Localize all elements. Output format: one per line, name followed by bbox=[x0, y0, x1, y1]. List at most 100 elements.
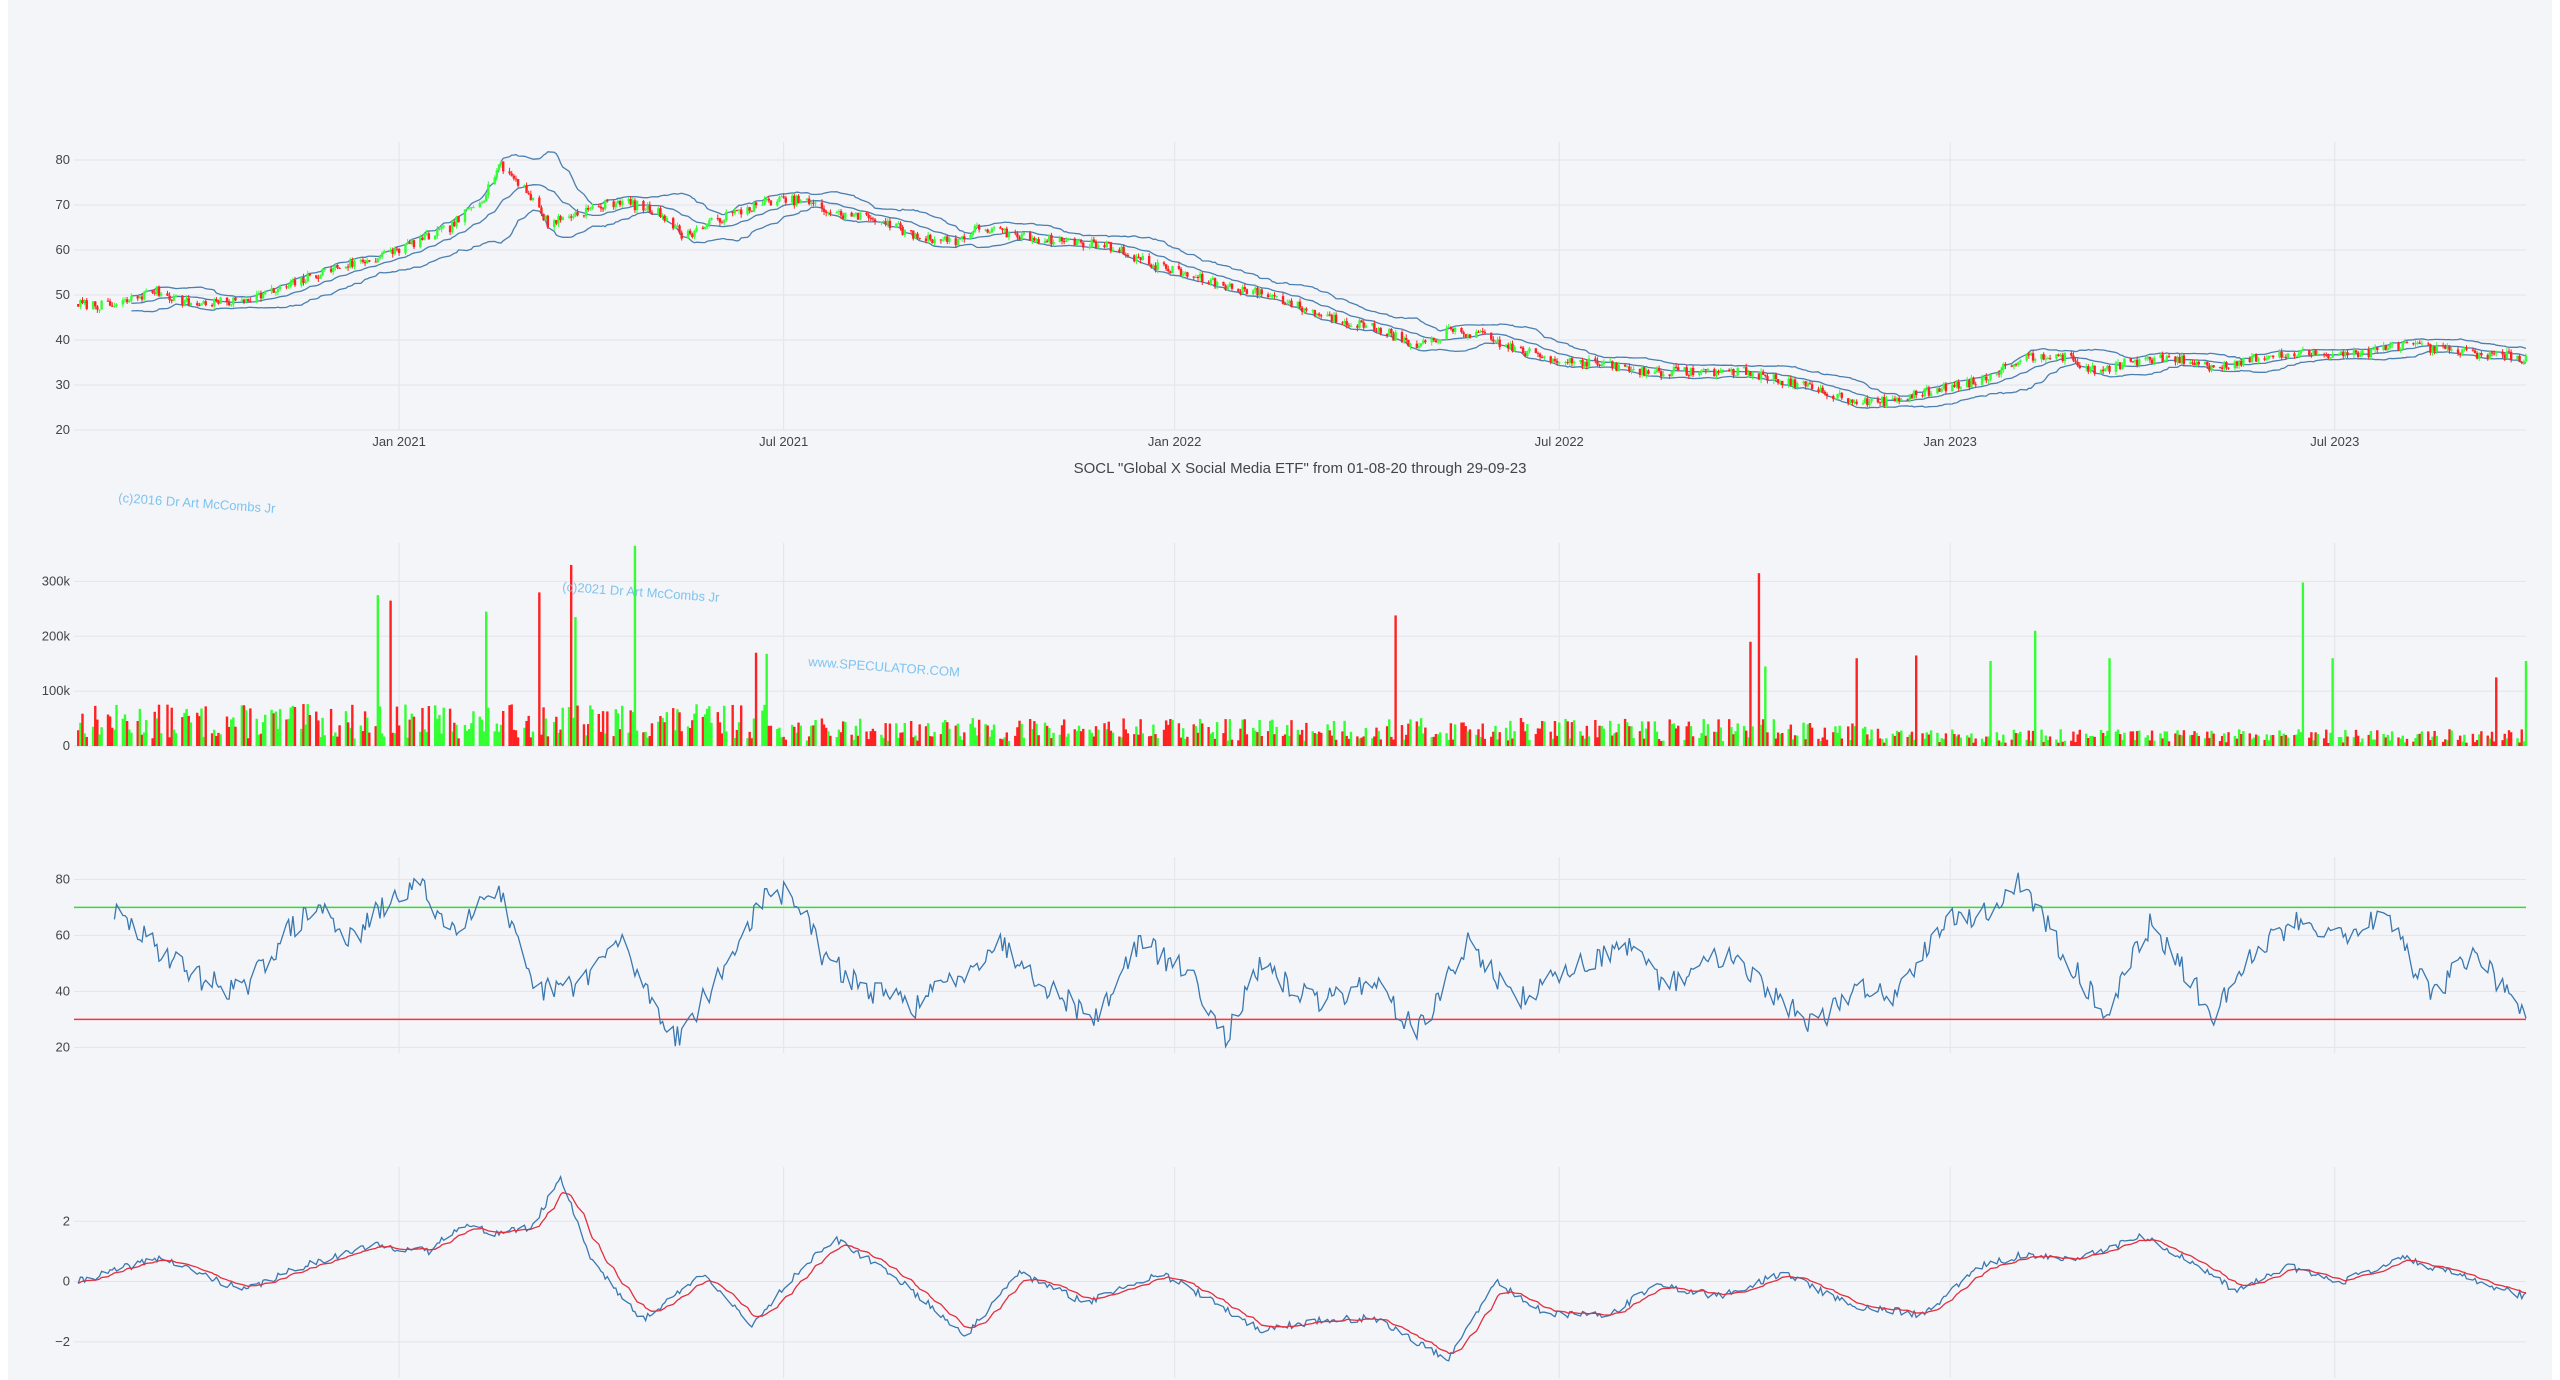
volume-bar bbox=[434, 705, 437, 746]
volume-bar bbox=[2342, 742, 2345, 746]
volume-bar bbox=[1600, 726, 1603, 746]
candle-body bbox=[240, 299, 244, 301]
candle-body bbox=[1866, 398, 1869, 406]
volume-bar bbox=[2063, 740, 2067, 746]
volume-bar bbox=[1677, 725, 1680, 746]
volume-bar bbox=[895, 723, 898, 746]
candle-body bbox=[1077, 240, 1081, 242]
candle-body bbox=[1668, 374, 1671, 376]
volume-bar bbox=[2084, 733, 2088, 746]
candle-body bbox=[1762, 371, 1765, 375]
volume-bar bbox=[2463, 734, 2466, 746]
volume-bar bbox=[1135, 726, 1138, 746]
volume-bar bbox=[2237, 729, 2241, 746]
volume-bar bbox=[436, 718, 439, 746]
volume-bar bbox=[2263, 739, 2266, 746]
volume-bar bbox=[1900, 730, 1903, 746]
candle-body bbox=[1555, 360, 1559, 363]
volume-bar bbox=[899, 732, 902, 746]
volume-bar bbox=[1519, 718, 1523, 746]
volume-bar bbox=[1587, 736, 1591, 746]
candle-body bbox=[1150, 264, 1153, 268]
candle-body bbox=[1982, 376, 1986, 378]
candle-body bbox=[650, 212, 654, 215]
volume-bar bbox=[1402, 739, 1406, 746]
volume-bar bbox=[2278, 730, 2281, 746]
volume-bar bbox=[642, 732, 645, 746]
candle-body bbox=[1551, 359, 1555, 362]
volume-bar bbox=[2416, 734, 2419, 746]
candle-body bbox=[499, 161, 503, 165]
volume-bar bbox=[2356, 735, 2360, 746]
candle-body bbox=[1481, 331, 1484, 333]
volume-bar bbox=[812, 725, 815, 746]
volume-bar bbox=[2448, 729, 2451, 746]
candle-body bbox=[984, 229, 987, 231]
candle-body bbox=[1999, 370, 2003, 375]
volume-bar bbox=[956, 723, 960, 746]
candle-body bbox=[1745, 367, 1748, 375]
candle-body bbox=[2144, 357, 2147, 360]
candle-body bbox=[531, 197, 535, 200]
candle-body bbox=[2093, 365, 2096, 374]
volume-bar bbox=[410, 713, 414, 746]
candle-body bbox=[96, 306, 99, 310]
volume-bar bbox=[754, 652, 758, 746]
volume-bar bbox=[680, 731, 683, 746]
volume-bar bbox=[1062, 719, 1066, 746]
volume-bar bbox=[1742, 725, 1746, 746]
candle-body bbox=[612, 201, 615, 208]
volume-bar bbox=[531, 731, 535, 746]
volume-bar bbox=[2257, 735, 2260, 746]
candle-body bbox=[897, 223, 900, 225]
volume-bar bbox=[196, 712, 199, 746]
candle-body bbox=[1405, 337, 1408, 340]
candle-body bbox=[2267, 356, 2271, 359]
candle-body bbox=[291, 279, 295, 283]
volume-bar bbox=[185, 708, 188, 746]
candle-body bbox=[916, 233, 919, 239]
volume-bar bbox=[2471, 733, 2475, 746]
volume-bar bbox=[1944, 733, 1948, 746]
bollinger-middle-band bbox=[131, 184, 2527, 402]
candle-body bbox=[1719, 370, 1722, 373]
volume-bar bbox=[1349, 731, 1353, 746]
volume-bar bbox=[502, 711, 505, 746]
volume-bar bbox=[1126, 733, 1130, 746]
candle-body bbox=[1534, 348, 1538, 353]
volume-bar bbox=[739, 705, 743, 746]
volume-bar bbox=[1090, 732, 1093, 746]
candle-body bbox=[2197, 361, 2200, 365]
candle-body bbox=[2522, 361, 2526, 363]
candle-body bbox=[1655, 368, 1659, 373]
candle-body bbox=[1910, 394, 1914, 399]
candle-body bbox=[924, 238, 928, 242]
volume-bar bbox=[1730, 726, 1733, 746]
volume-bar bbox=[2280, 735, 2283, 746]
volume-bar bbox=[918, 724, 921, 746]
volume-bar bbox=[1579, 731, 1582, 746]
candle-body bbox=[457, 216, 460, 223]
candle-body bbox=[1766, 376, 1769, 381]
candle-body bbox=[561, 216, 564, 221]
volume-bar bbox=[1075, 730, 1079, 746]
candle-body bbox=[1672, 366, 1676, 371]
volume-bar bbox=[1511, 738, 1514, 746]
candle-body bbox=[200, 303, 203, 306]
volume-bar bbox=[614, 709, 618, 746]
candle-body bbox=[718, 218, 722, 223]
candle-body bbox=[627, 199, 630, 201]
candle-body bbox=[835, 212, 838, 214]
candle-body bbox=[442, 225, 445, 227]
volume-bar bbox=[960, 739, 964, 746]
candle-body bbox=[1417, 346, 1421, 348]
volume-bar bbox=[1215, 722, 1219, 746]
candle-body bbox=[909, 230, 913, 232]
volume-bar bbox=[278, 709, 282, 746]
volume-bar bbox=[2055, 739, 2058, 746]
volume-bar bbox=[1483, 738, 1487, 746]
volume-bar bbox=[778, 727, 781, 746]
volume-bar bbox=[1107, 721, 1110, 746]
y-tick-label: 80 bbox=[56, 152, 70, 167]
volume-bar bbox=[2031, 730, 2035, 746]
